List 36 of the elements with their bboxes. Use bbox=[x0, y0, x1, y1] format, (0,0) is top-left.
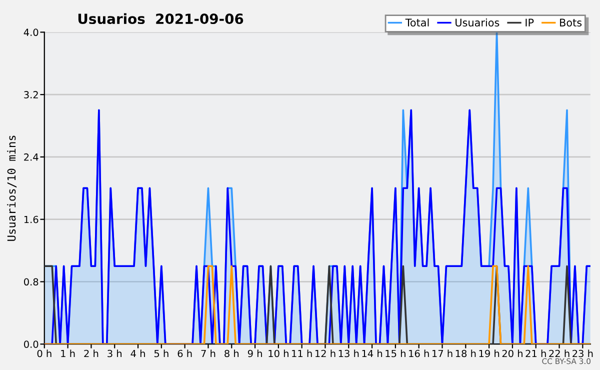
x-tick-label: 10 h bbox=[268, 350, 288, 358]
x-tick-label: 3 h bbox=[108, 350, 122, 358]
x-tick-label: 19 h bbox=[479, 350, 500, 358]
legend-label: Bots bbox=[560, 18, 582, 27]
x-tick-label: 2 h bbox=[84, 350, 98, 358]
x-tick-label: 23 h bbox=[572, 350, 593, 358]
legend-label: Total bbox=[405, 18, 429, 27]
y-tick-label: 1.6 bbox=[24, 216, 38, 224]
y-tick-label: 4.0 bbox=[24, 28, 38, 36]
x-tick-label: 0 h bbox=[37, 350, 52, 358]
legend-label: Usuarios bbox=[456, 18, 500, 27]
legend-label: IP bbox=[526, 18, 534, 26]
x-tick-label: 7 h bbox=[201, 350, 216, 358]
x-tick-label: 11 h bbox=[292, 350, 312, 358]
x-tick-label: 6 h bbox=[178, 350, 192, 358]
chart-title: Usuarios 2021-09-06 bbox=[78, 13, 244, 24]
x-tick-label: 22 h bbox=[549, 350, 570, 358]
x-tick-label: 12 h bbox=[315, 350, 336, 358]
y-tick-label: 0.0 bbox=[24, 340, 38, 348]
x-tick-label: 8 h bbox=[224, 350, 239, 358]
y-tick-label: 2.4 bbox=[24, 153, 38, 161]
x-tick-label: 21 h bbox=[526, 350, 546, 358]
x-tick-label: 15 h bbox=[386, 350, 406, 358]
y-axis-title: Usuarios/10 mins bbox=[7, 136, 17, 241]
x-tick-label: 9 h bbox=[248, 350, 262, 358]
x-tick-label: 4 h bbox=[130, 350, 145, 358]
x-tick-label: 13 h bbox=[338, 350, 359, 358]
x-tick-label: 1 h bbox=[61, 350, 75, 358]
x-tick-label: 5 h bbox=[154, 350, 168, 358]
y-tick-label: 3.2 bbox=[24, 91, 38, 98]
y-tick-label: 0.8 bbox=[24, 278, 38, 286]
x-tick-label: 14 h bbox=[362, 350, 382, 358]
x-tick-label: 20 h bbox=[502, 350, 522, 358]
x-tick-label: 16 h bbox=[409, 350, 429, 358]
x-tick-label: 18 h bbox=[456, 350, 476, 358]
x-tick-label: 17 h bbox=[432, 350, 452, 358]
